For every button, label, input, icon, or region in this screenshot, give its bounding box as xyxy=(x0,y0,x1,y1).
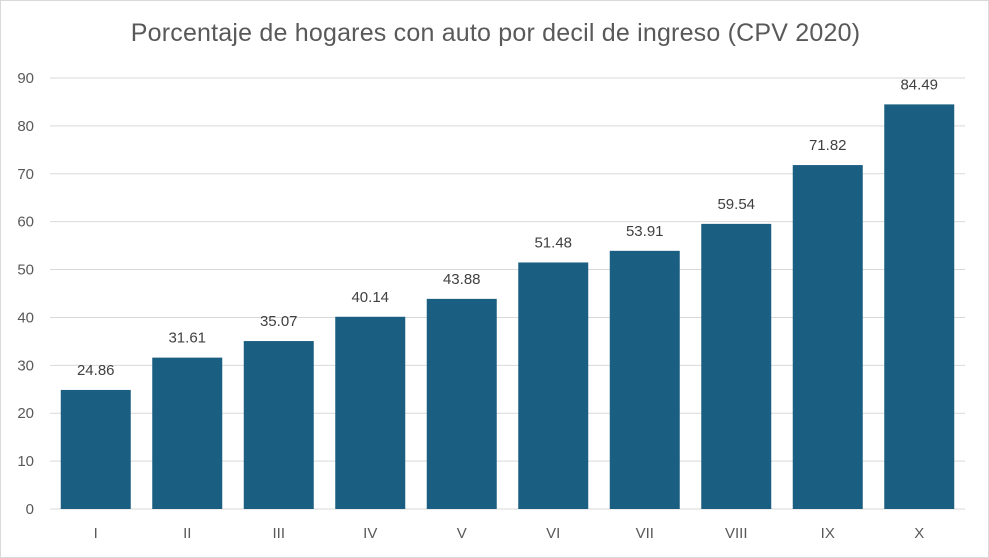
x-tick-label-I: I xyxy=(94,525,98,542)
y-tick-label: 60 xyxy=(17,214,34,231)
data-label-VIII: 59.54 xyxy=(717,196,755,213)
bar-X xyxy=(884,104,955,509)
x-axis-tick-labels: I II III IV V VI VII VIII IX X xyxy=(94,525,925,542)
chart-title: Porcentaje de hogares con auto por decil… xyxy=(130,19,861,47)
bar-VI xyxy=(518,262,589,509)
data-label-VII: 53.91 xyxy=(626,223,664,240)
bar-I xyxy=(60,389,131,509)
y-tick-label: 50 xyxy=(17,262,34,279)
bars xyxy=(60,104,955,509)
bar-III xyxy=(243,341,314,509)
y-tick-label: 10 xyxy=(17,453,34,470)
data-label-VI: 51.48 xyxy=(534,234,572,251)
bar-IX xyxy=(792,165,863,509)
y-tick-label: 30 xyxy=(17,357,34,374)
data-label-V: 43.88 xyxy=(443,271,481,288)
bar-II xyxy=(152,357,223,509)
y-axis-tick-labels: 0 10 20 30 40 50 60 70 80 90 xyxy=(17,70,34,518)
x-tick-label-X: X xyxy=(914,525,924,542)
data-labels: 24.86 31.61 35.07 40.14 43.88 51.48 53.91 59.54… xyxy=(77,76,938,379)
x-tick-label-V: V xyxy=(457,525,467,542)
x-tick-label-IX: IX xyxy=(821,525,835,542)
data-label-IX: 71.82 xyxy=(809,137,847,154)
data-label-III: 35.07 xyxy=(260,313,298,330)
x-tick-label-VI: VI xyxy=(546,525,560,542)
y-tick-label: 90 xyxy=(17,70,34,87)
y-tick-label: 0 xyxy=(26,501,34,518)
x-tick-label-VII: VII xyxy=(636,525,654,542)
bar-IV xyxy=(335,316,406,509)
y-tick-label: 20 xyxy=(17,405,34,422)
data-label-I: 24.86 xyxy=(77,362,115,379)
x-tick-label-IV: IV xyxy=(363,525,377,542)
bar-V xyxy=(426,298,497,509)
y-tick-label: 80 xyxy=(17,118,34,135)
data-label-X: 84.49 xyxy=(900,76,938,93)
data-label-II: 31.61 xyxy=(168,330,206,347)
bar-VIII xyxy=(701,223,772,509)
x-tick-label-II: II xyxy=(183,525,191,542)
x-tick-label-VIII: VIII xyxy=(725,525,748,542)
bar-VII xyxy=(609,250,680,509)
y-tick-label: 70 xyxy=(17,166,34,183)
x-tick-label-III: III xyxy=(272,525,285,542)
y-tick-label: 40 xyxy=(17,309,34,326)
data-label-IV: 40.14 xyxy=(351,289,389,306)
